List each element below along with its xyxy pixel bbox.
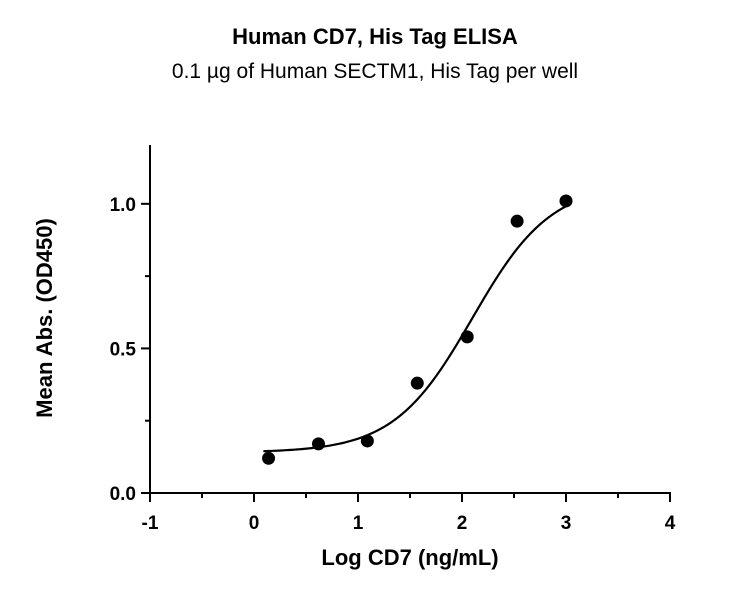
data-point	[262, 451, 276, 465]
y-tick-label: 1.0	[110, 195, 136, 216]
data-point	[510, 214, 524, 228]
fit-curve	[263, 204, 569, 453]
y-tick-label: 0.0	[110, 484, 136, 505]
chart-title: Human CD7, His Tag ELISA	[232, 24, 518, 49]
chart-subtitle: 0.1 µg of Human SECTM1, His Tag per well	[171, 60, 579, 83]
x-tick-label: 1	[353, 513, 364, 534]
data-point	[559, 194, 573, 208]
data-point	[360, 434, 374, 448]
x-tick-label: 0	[249, 513, 260, 534]
x-tick-label: -1	[142, 513, 159, 534]
data-point	[460, 330, 474, 344]
fit-curve-layer	[263, 204, 569, 453]
data-points	[262, 194, 573, 465]
y-axis-title: Mean Abs. (OD450)	[32, 218, 57, 418]
x-tick-label: 2	[457, 513, 468, 534]
x-tick-label: 3	[561, 513, 572, 534]
x-axis-title: Log CD7 (ng/mL)	[321, 545, 498, 570]
data-point	[311, 437, 325, 451]
x-tick-label: 4	[665, 513, 676, 534]
data-point	[410, 376, 424, 390]
axes: -1 0 1 2 3 4 0.0 0.5 1.0	[110, 145, 676, 534]
y-tick-label: 0.5	[110, 339, 137, 360]
